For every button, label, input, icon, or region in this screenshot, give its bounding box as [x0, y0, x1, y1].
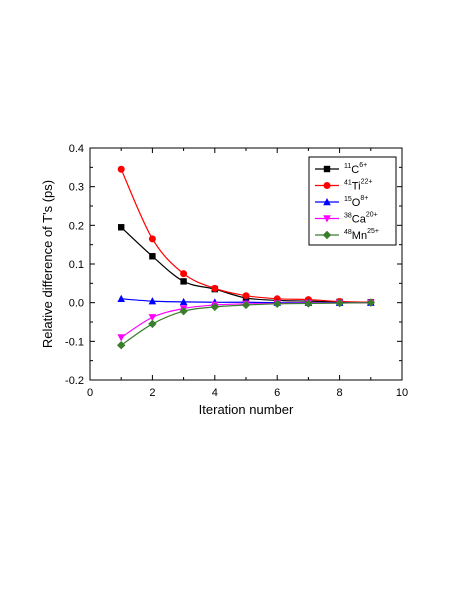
data-point: [149, 253, 156, 260]
legend-label: 15O8+: [344, 195, 368, 209]
data-point: [180, 270, 188, 278]
data-point: [117, 294, 125, 302]
data-point: [148, 314, 157, 322]
legend-element: C: [351, 164, 359, 176]
legend-element: Ti: [352, 181, 361, 193]
data-point: [241, 300, 251, 310]
y-tick-label: -0.2: [65, 375, 84, 387]
data-point: [118, 224, 125, 231]
legend-element: Ca: [352, 214, 367, 226]
legend-charge: 22+: [361, 179, 373, 186]
legend-element: Mn: [352, 230, 367, 242]
legend-charge: 20+: [366, 212, 378, 219]
y-tick-label: 0.4: [69, 143, 84, 155]
series-mn: [117, 298, 375, 350]
y-tick-label: -0.1: [65, 336, 84, 348]
y-axis-title: Relative difference of T's (ps): [40, 180, 55, 348]
x-tick-label: 0: [87, 387, 93, 399]
legend-mass-number: 41: [344, 180, 352, 187]
data-point: [148, 319, 157, 329]
legend-item: 48Mn25+: [315, 228, 379, 242]
data-point: [117, 341, 126, 350]
y-tick-label: 0.2: [69, 220, 84, 232]
legend-marker: [323, 165, 331, 173]
data-point: [304, 299, 313, 308]
data-point: [117, 334, 125, 342]
legend-marker: [322, 230, 332, 240]
legend-item: 38Ca20+: [315, 212, 378, 226]
legend-mass-number: 48: [344, 229, 352, 236]
legend-label: 11C6+: [344, 162, 367, 176]
axes: 0 2 4 6 8 10 -0.2 -0.1 0.0 0.1 0.2 0.3 0.4: [65, 143, 408, 399]
data-point: [180, 278, 187, 285]
data-point: [179, 306, 188, 316]
data-point: [117, 165, 125, 173]
legend-marker: [323, 182, 331, 189]
x-tick-label: 8: [337, 387, 343, 399]
legend-label: 41Ti22+: [344, 179, 372, 193]
data-point: [148, 235, 156, 243]
series-layer: [117, 165, 375, 350]
y-tick-label: 0.1: [69, 259, 84, 271]
y-tick-label: 0.3: [69, 182, 84, 194]
legend-label: 38Ca20+: [344, 212, 378, 226]
legend-charge: 8+: [360, 195, 368, 202]
legend-charge: 6+: [359, 162, 367, 169]
legend-marker: [323, 198, 331, 206]
legend-mass-number: 38: [344, 213, 352, 220]
data-point: [335, 298, 344, 308]
data-point: [273, 299, 282, 309]
data-point: [366, 298, 375, 307]
x-tick-label: 2: [149, 387, 155, 399]
legend-marker: [323, 215, 331, 223]
legend-item: 11C6+: [315, 162, 367, 176]
legend-element: O: [352, 197, 361, 209]
y-tick-label: 0.0: [69, 298, 84, 310]
data-point: [179, 297, 188, 306]
x-axis-title: Iteration number: [199, 402, 294, 417]
legend-item: 41Ti22+: [315, 179, 372, 193]
legend-mass-number: 11: [344, 163, 351, 170]
legend-box: [308, 156, 397, 246]
x-tick-label: 10: [396, 387, 408, 399]
legend-mass-number: 15: [344, 196, 352, 203]
x-tick-label: 4: [212, 387, 218, 399]
data-point: [210, 302, 219, 312]
legend: 11C6+ 41Ti22+ 15O8+ 38Ca20+ 48Mn25+: [308, 156, 397, 246]
data-point: [242, 292, 250, 300]
legend-item: 15O8+: [315, 195, 368, 209]
legend-label: 48Mn25+: [344, 228, 379, 242]
data-point: [148, 297, 157, 305]
x-tick-label: 6: [274, 387, 280, 399]
data-point: [211, 284, 219, 292]
legend-charge: 25+: [367, 228, 379, 235]
